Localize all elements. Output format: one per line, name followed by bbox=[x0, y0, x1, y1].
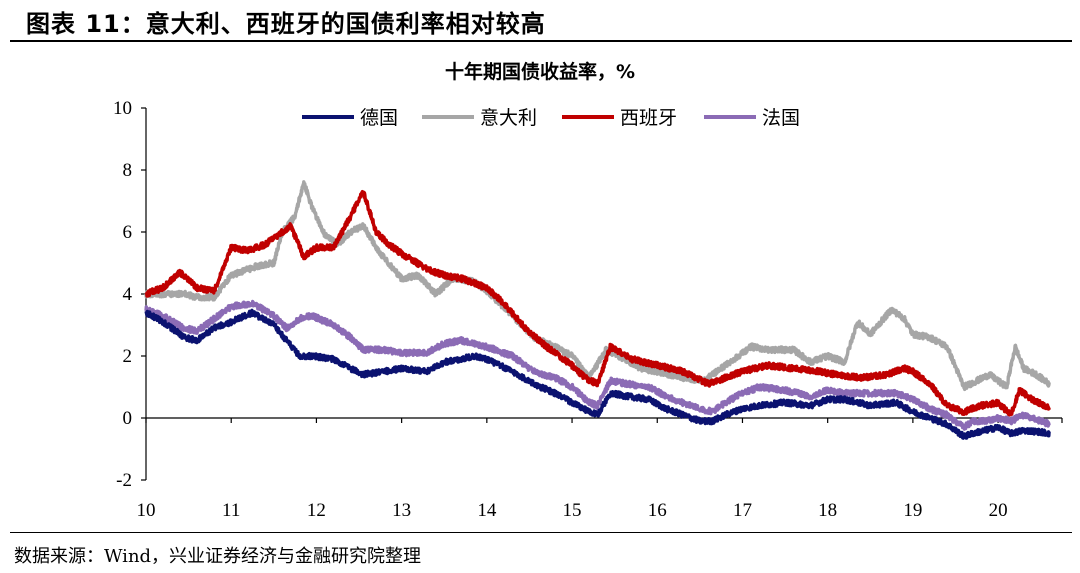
series-line-0 bbox=[144, 308, 1051, 440]
x-tick-label: 14 bbox=[477, 500, 497, 521]
legend-label-2: 西班牙 bbox=[620, 107, 677, 129]
bottom-rule bbox=[10, 532, 1072, 533]
x-tick-label: 10 bbox=[137, 500, 156, 521]
y-tick-label: 8 bbox=[123, 160, 133, 181]
y-tick-label: -2 bbox=[116, 470, 132, 491]
series-line-2 bbox=[144, 189, 1051, 417]
y-tick-label: 4 bbox=[123, 284, 133, 305]
legend-label-3: 法国 bbox=[762, 107, 800, 129]
x-tick-label: 20 bbox=[989, 500, 1008, 521]
y-tick-label: 2 bbox=[123, 346, 133, 367]
legend-label-1: 意大利 bbox=[480, 107, 537, 129]
x-tick-label: 16 bbox=[648, 500, 667, 521]
x-tick-label: 19 bbox=[903, 500, 922, 521]
y-tick-label: 0 bbox=[123, 408, 133, 429]
legend: 德国 意大利 西班牙 法国 bbox=[302, 107, 800, 129]
figure-title: 图表 11：意大利、西班牙的国债利率相对较高 bbox=[26, 10, 546, 38]
x-tick-label: 12 bbox=[307, 500, 326, 521]
legend-label-0: 德国 bbox=[360, 107, 398, 129]
source-note: 数据来源：Wind，兴业证券经济与金融研究院整理 bbox=[14, 546, 422, 567]
x-tick-label: 17 bbox=[733, 500, 752, 521]
chart-title: 十年期国债收益率，% bbox=[445, 60, 635, 83]
series-layer bbox=[144, 180, 1051, 440]
series-line-1 bbox=[144, 180, 1051, 392]
x-tick-label: 15 bbox=[563, 500, 582, 521]
series-line-3 bbox=[144, 299, 1051, 431]
y-tick-label: 10 bbox=[113, 98, 132, 119]
x-tick-label: 13 bbox=[392, 500, 411, 521]
y-tick-label: 6 bbox=[123, 222, 133, 243]
x-tick-label: 18 bbox=[818, 500, 837, 521]
top-rule bbox=[10, 40, 1072, 42]
x-tick-label: 11 bbox=[222, 500, 240, 521]
